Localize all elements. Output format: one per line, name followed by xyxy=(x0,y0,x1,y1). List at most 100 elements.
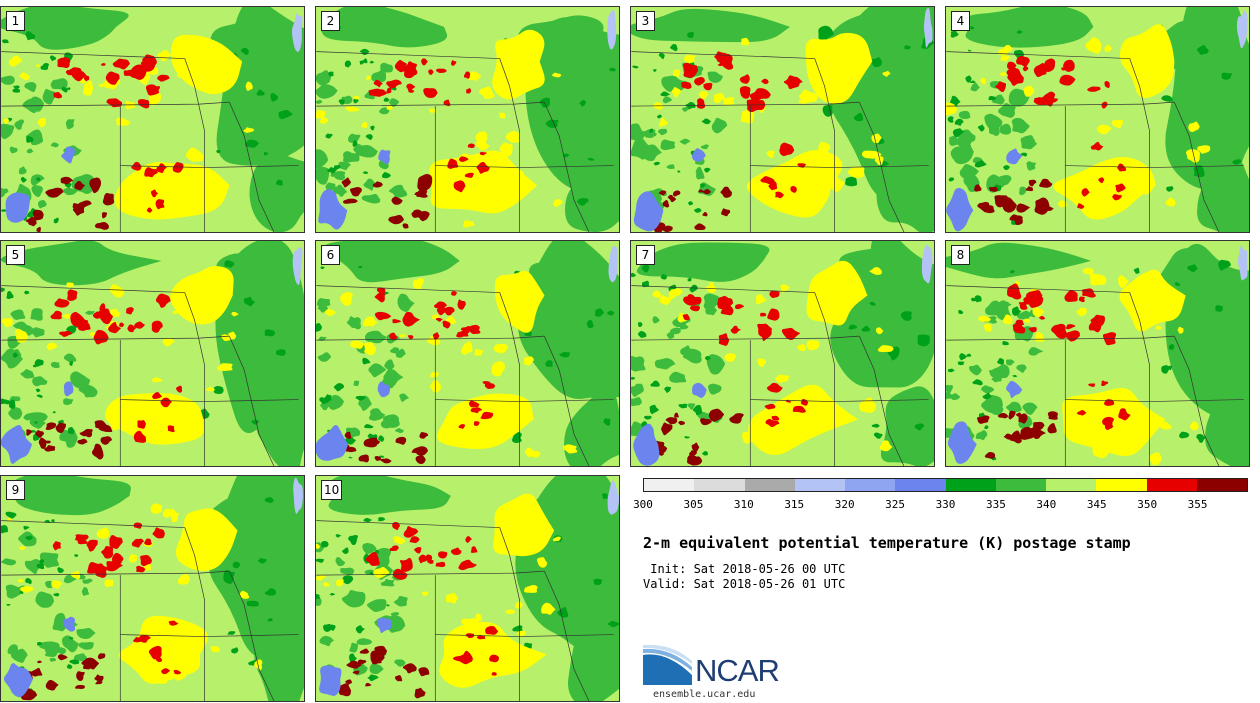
red-field-patch xyxy=(451,60,457,66)
state-border xyxy=(1173,102,1220,232)
yellow-field-patch xyxy=(172,310,181,315)
green-field-patch xyxy=(679,138,691,145)
yellow-field-patch xyxy=(869,267,882,275)
yellow-field-region xyxy=(748,384,858,455)
lake-patch xyxy=(1006,380,1023,399)
green-field-patch xyxy=(25,129,44,146)
dark-green-patch xyxy=(1179,431,1190,439)
yellow-field-patch xyxy=(185,147,204,162)
red-field-patch xyxy=(172,162,184,173)
dark-green-patch xyxy=(352,140,358,147)
red-field-patch xyxy=(134,538,144,545)
dark-green-patch xyxy=(67,427,75,435)
yellow-field-patch xyxy=(709,282,715,286)
red-field-patch xyxy=(119,322,125,328)
dark-green-patch xyxy=(19,590,24,594)
member-panel-5: 5 xyxy=(0,240,305,467)
yellow-field-patch xyxy=(335,579,344,587)
red-field-patch xyxy=(432,332,440,340)
green-field-patch xyxy=(631,123,645,141)
yellow-field-patch xyxy=(1000,54,1011,62)
dark-green-patch xyxy=(948,177,955,182)
red-field-patch xyxy=(467,143,475,149)
green-field-patch xyxy=(948,393,961,400)
green-field-patch xyxy=(1026,161,1036,171)
red-field-patch xyxy=(720,295,731,307)
colorbar-tick-label: 340 xyxy=(1036,498,1057,511)
dark-green-patch xyxy=(637,322,643,328)
dark-red-field-patch xyxy=(691,442,700,452)
state-border xyxy=(499,292,520,466)
lake-patch xyxy=(607,9,617,50)
yellow-field-patch xyxy=(1186,149,1200,163)
yellow-field-patch xyxy=(116,117,131,126)
dark-green-patch xyxy=(24,290,30,295)
green-field-patch xyxy=(70,371,91,389)
yellow-field-patch xyxy=(323,582,330,587)
yellow-field-patch xyxy=(489,633,502,647)
green-field-region xyxy=(516,15,604,81)
green-field-region xyxy=(1,7,129,50)
dark-red-field-patch xyxy=(346,660,363,669)
green-field-patch xyxy=(960,143,972,150)
yellow-field-patch xyxy=(316,109,326,119)
dark-red-field-patch xyxy=(1028,179,1037,187)
green-field-patch xyxy=(29,417,47,429)
dark-green-patch xyxy=(26,211,35,218)
yellow-field-patch xyxy=(484,396,500,405)
green-field-patch xyxy=(85,310,95,315)
yellow-field-patch xyxy=(37,117,47,128)
dark-green-patch xyxy=(25,535,34,541)
yellow-field-patch xyxy=(217,363,233,372)
lake-patch xyxy=(292,247,303,285)
yellow-field-patch xyxy=(177,71,186,78)
red-field-patch xyxy=(160,397,173,408)
dark-green-patch xyxy=(649,404,659,415)
green-field-patch xyxy=(14,119,25,130)
valid-time: Valid: Sat 2018-05-26 01 UTC xyxy=(643,577,846,591)
dark-green-patch xyxy=(984,425,989,430)
yellow-field-patch xyxy=(780,284,791,293)
dark-green-patch xyxy=(701,451,708,456)
yellow-field-patch xyxy=(431,179,446,187)
dark-green-patch xyxy=(1012,374,1018,378)
green-field-patch xyxy=(9,146,18,154)
state-border xyxy=(499,58,520,232)
red-field-patch xyxy=(480,411,494,420)
dark-green-patch xyxy=(845,176,858,187)
yellow-field-patch xyxy=(194,309,210,323)
red-field-patch xyxy=(1006,67,1020,77)
green-field-patch xyxy=(666,330,675,339)
red-field-patch xyxy=(1064,290,1078,302)
red-field-patch xyxy=(1028,327,1037,333)
green-field-patch xyxy=(394,428,405,434)
dark-green-patch xyxy=(594,308,605,317)
map-member-5 xyxy=(1,241,304,466)
red-field-patch xyxy=(406,83,416,92)
dark-red-field-patch xyxy=(981,205,995,214)
green-field-patch xyxy=(334,170,346,181)
dark-green-patch xyxy=(74,554,79,557)
map-member-7 xyxy=(631,241,934,466)
green-field-patch xyxy=(657,128,668,136)
dark-green-patch xyxy=(378,517,386,522)
yellow-field-patch xyxy=(980,77,986,85)
dark-green-patch xyxy=(32,364,37,368)
colorbar-tick-label: 355 xyxy=(1187,498,1208,511)
red-field-patch xyxy=(392,319,402,324)
dark-green-patch xyxy=(1003,165,1010,171)
yellow-field-patch xyxy=(70,570,81,580)
dark-red-field-patch xyxy=(79,432,88,437)
red-field-patch xyxy=(1101,101,1108,109)
state-border xyxy=(1129,292,1150,466)
yellow-field-patch xyxy=(1069,429,1080,439)
yellow-field-patch xyxy=(104,579,114,588)
dark-red-field-patch xyxy=(729,413,744,424)
red-field-patch xyxy=(790,185,797,193)
yellow-field-patch xyxy=(170,511,179,523)
state-border xyxy=(228,571,275,701)
yellow-field-patch xyxy=(740,37,750,46)
member-panel-2: 2 xyxy=(315,6,620,233)
lake-patch xyxy=(316,424,349,461)
dark-green-patch xyxy=(966,353,972,357)
